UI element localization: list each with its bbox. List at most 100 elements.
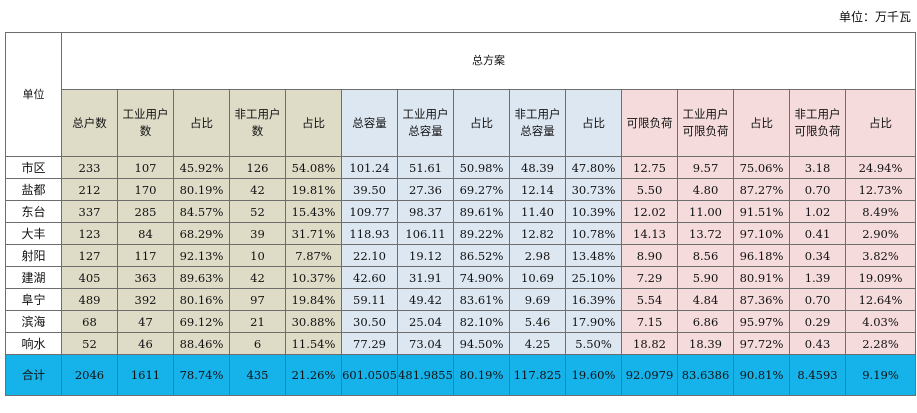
- table-cell: 117: [117, 244, 174, 267]
- table-cell: 12.14: [509, 178, 566, 201]
- table-cell: 13.48%: [565, 244, 622, 267]
- table-cell: 101.24: [341, 156, 398, 179]
- table-cell: 98.37: [397, 200, 454, 223]
- table-body: 市区 233 107 45.92% 126 54.08% 101.24 51.61 50.98%…: [5, 156, 917, 396]
- column-header: 占比: [453, 89, 510, 157]
- row-label: 东台: [5, 200, 62, 223]
- table-row: 滨海 68 47 69.12% 21 30.88% 30.50 25.04 82.10% 5.46…: [5, 310, 917, 333]
- table-cell: 89.63%: [173, 266, 230, 289]
- table-cell: 11.00: [677, 200, 734, 223]
- table-cell: 8.90: [621, 244, 678, 267]
- table-cell: 106.11: [397, 222, 454, 245]
- table-cell: 5.54: [621, 288, 678, 311]
- column-header: 总容量: [341, 89, 398, 157]
- table-cell: 2.90%: [844, 222, 917, 245]
- table-cell: 4.25: [509, 332, 566, 355]
- table-cell: 5.50%: [565, 332, 622, 355]
- total-cell: 83.6386: [677, 354, 734, 396]
- table-cell: 10.39%: [565, 200, 622, 223]
- table-cell: 123: [61, 222, 118, 245]
- table-cell: 91.51%: [733, 200, 790, 223]
- total-cell: 1611: [117, 354, 174, 396]
- table-cell: 97.72%: [733, 332, 790, 355]
- table-cell: 2.28%: [844, 332, 917, 355]
- table-cell: 126: [229, 156, 286, 179]
- table-cell: 14.13: [621, 222, 678, 245]
- scheme-table: 单位 总方案 总户数 工业用户数 占比 非工用户数 占比 总容量 工业用户总容量 占比 非工用户…: [5, 32, 917, 396]
- total-cell: 78.74%: [173, 354, 230, 396]
- column-header: 总户数: [61, 89, 118, 157]
- table-cell: 9.57: [677, 156, 734, 179]
- column-header: 工业用户数: [117, 89, 174, 157]
- table-cell: 3.18: [789, 156, 846, 179]
- table-cell: 31.91: [397, 266, 454, 289]
- table-row: 大丰 123 84 68.29% 39 31.71% 118.93 106.11 89.22% 1…: [5, 222, 917, 245]
- table-cell: 4.80: [677, 178, 734, 201]
- table-cell: 54.08%: [285, 156, 342, 179]
- table-cell: 109.77: [341, 200, 398, 223]
- table-cell: 80.19%: [173, 178, 230, 201]
- table-cell: 15.43%: [285, 200, 342, 223]
- row-label: 市区: [5, 156, 62, 179]
- table-cell: 233: [61, 156, 118, 179]
- table-cell: 39.50: [341, 178, 398, 201]
- table-cell: 13.72: [677, 222, 734, 245]
- total-cell: 80.19%: [453, 354, 510, 396]
- table-cell: 10.37%: [285, 266, 342, 289]
- table-cell: 19.81%: [285, 178, 342, 201]
- table-cell: 27.36: [397, 178, 454, 201]
- table-cell: 48.39: [509, 156, 566, 179]
- table-cell: 3.82%: [844, 244, 917, 267]
- total-cell: 8.4593: [789, 354, 846, 396]
- row-label: 建湖: [5, 266, 62, 289]
- table-row: 射阳 127 117 92.13% 10 7.87% 22.10 19.12 86.52% 2.9…: [5, 244, 917, 267]
- table-row: 市区 233 107 45.92% 126 54.08% 101.24 51.61 50.98%…: [5, 156, 917, 179]
- total-cell: 435: [229, 354, 286, 396]
- total-label: 合计: [5, 354, 62, 396]
- table-cell: 4.84: [677, 288, 734, 311]
- table-cell: 21: [229, 310, 286, 333]
- table-cell: 75.06%: [733, 156, 790, 179]
- table-cell: 489: [61, 288, 118, 311]
- row-label: 滨海: [5, 310, 62, 333]
- table-cell: 118.93: [341, 222, 398, 245]
- table-row: 盐都 212 170 80.19% 42 19.81% 39.50 27.36 69.27% 12…: [5, 178, 917, 201]
- table-cell: 0.41: [789, 222, 846, 245]
- table-cell: 11.40: [509, 200, 566, 223]
- table-cell: 97: [229, 288, 286, 311]
- table-cell: 52: [61, 332, 118, 355]
- table-cell: 7.87%: [285, 244, 342, 267]
- table-row: 建湖 405 363 89.63% 42 10.37% 42.60 31.91 74.90% 10…: [5, 266, 917, 289]
- table-cell: 83.61%: [453, 288, 510, 311]
- column-header: 非工用户可限负荷: [789, 89, 846, 157]
- table-cell: 95.97%: [733, 310, 790, 333]
- table-cell: 87.36%: [733, 288, 790, 311]
- table-cell: 47.80%: [565, 156, 622, 179]
- table-cell: 0.34: [789, 244, 846, 267]
- table-cell: 19.12: [397, 244, 454, 267]
- table-cell: 51.61: [397, 156, 454, 179]
- table-cell: 9.69: [509, 288, 566, 311]
- table-cell: 107: [117, 156, 174, 179]
- column-header: 可限负荷: [621, 89, 678, 157]
- table-row: 东台 337 285 84.57% 52 15.43% 109.77 98.37 89.61% 1…: [5, 200, 917, 223]
- column-header: 占比: [173, 89, 230, 157]
- column-header-row: 总户数 工业用户数 占比 非工用户数 占比 总容量 工业用户总容量 占比 非工用户总容量 占比 可限…: [6, 89, 917, 157]
- table-cell: 16.39%: [565, 288, 622, 311]
- table-cell: 11.54%: [285, 332, 342, 355]
- table-cell: 97.10%: [733, 222, 790, 245]
- table-cell: 94.50%: [453, 332, 510, 355]
- table-cell: 69.12%: [173, 310, 230, 333]
- table-cell: 30.88%: [285, 310, 342, 333]
- row-header: 单位: [5, 32, 62, 157]
- table-cell: 1.39: [789, 266, 846, 289]
- table-cell: 12.64%: [844, 288, 917, 311]
- total-cell: 21.26%: [285, 354, 342, 396]
- table-cell: 39: [229, 222, 286, 245]
- table-cell: 77.29: [341, 332, 398, 355]
- table-cell: 47: [117, 310, 174, 333]
- table-cell: 84.57%: [173, 200, 230, 223]
- table-cell: 5.50: [621, 178, 678, 201]
- table-cell: 18.39: [677, 332, 734, 355]
- total-cell: 9.19%: [844, 354, 917, 396]
